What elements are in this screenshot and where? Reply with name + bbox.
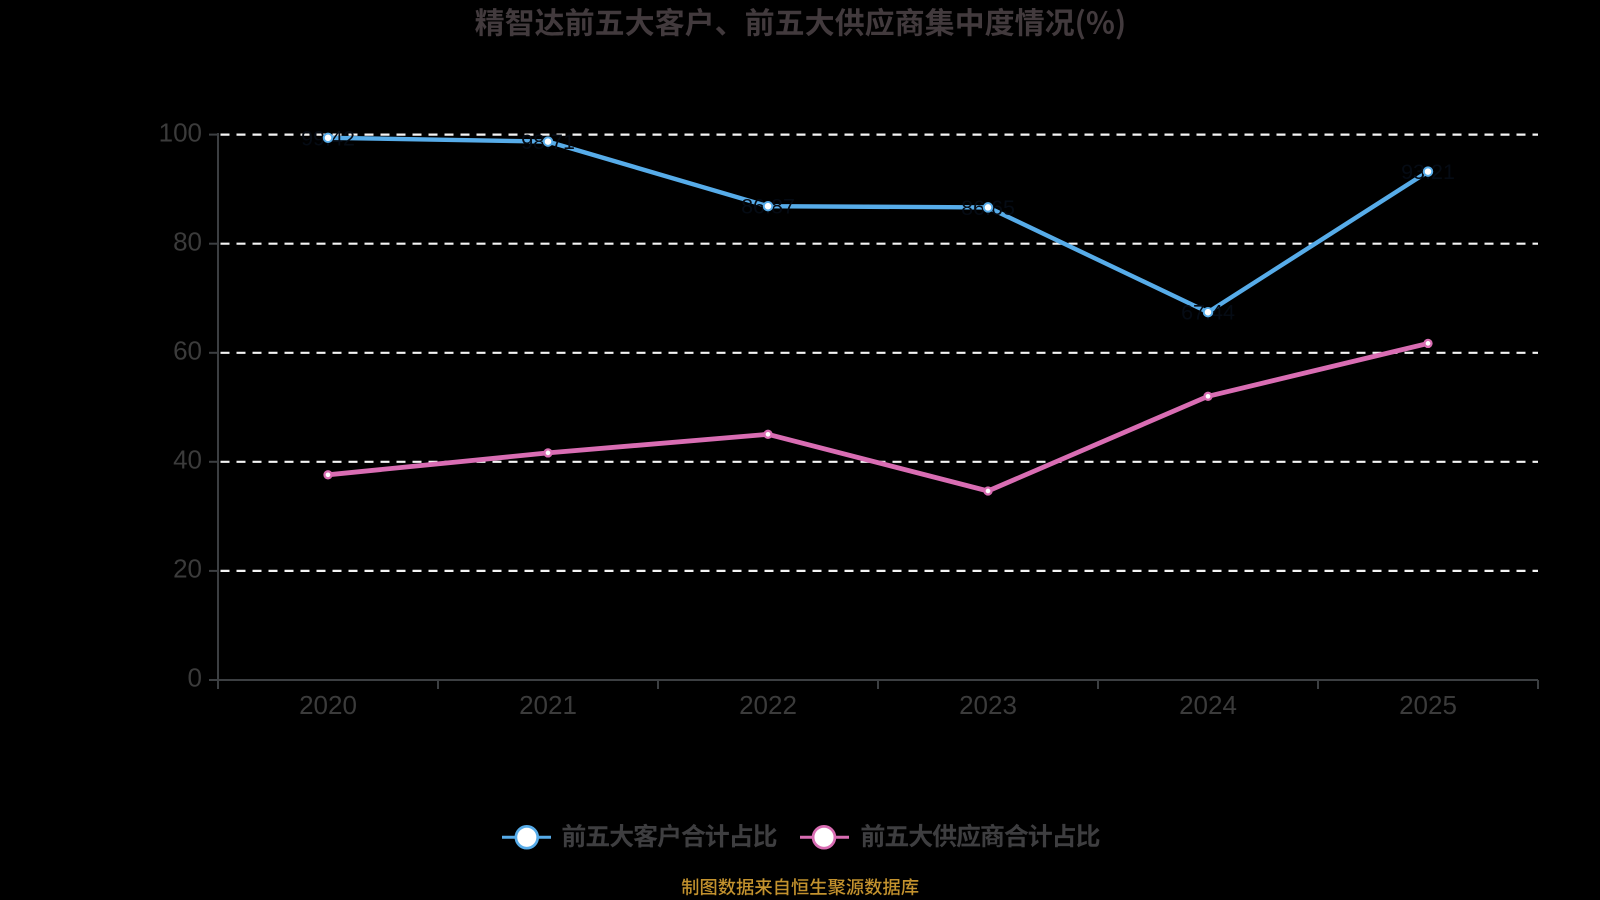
svg-text:2024: 2024 (1179, 690, 1237, 720)
svg-text:2021: 2021 (519, 690, 577, 720)
svg-text:0: 0 (188, 663, 202, 693)
svg-text:2025: 2025 (1399, 690, 1457, 720)
svg-text:2023: 2023 (959, 690, 1017, 720)
svg-text:40: 40 (173, 445, 202, 475)
svg-text:2020: 2020 (299, 690, 357, 720)
svg-text:80: 80 (173, 226, 202, 256)
svg-text:20: 20 (173, 554, 202, 584)
svg-text:2022: 2022 (739, 690, 797, 720)
svg-text:100: 100 (159, 117, 202, 147)
svg-text:60: 60 (173, 336, 202, 366)
